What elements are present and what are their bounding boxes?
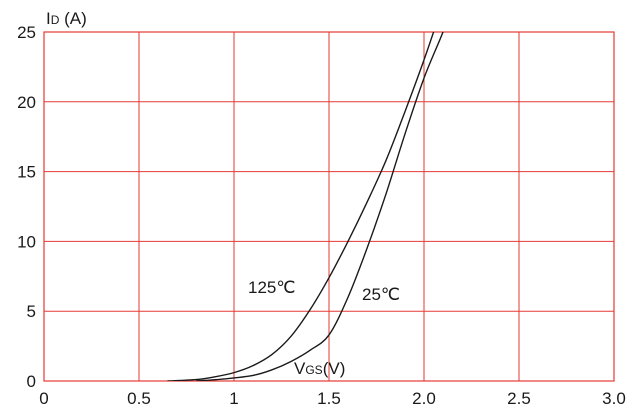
x-tick-label: 0 [39,389,48,408]
curve-label-125c: 125℃ [248,278,295,297]
x-tick-labels: 0 0.5 1 1.5 2.0 2.5 3.0 [39,389,626,408]
y-tick-label: 5 [27,302,36,321]
series-line-125c [167,32,435,381]
y-tick-label: 15 [17,163,36,182]
y-tick-label: 10 [17,232,36,251]
x-tick-label: 2.5 [507,389,531,408]
plot-frame [43,31,615,382]
x-tick-label: 2.0 [412,389,436,408]
x-tick-label: 3.0 [602,389,626,408]
x-axis-label: VGS(V) [294,359,345,378]
y-tick-label: 0 [27,372,36,391]
curve-label-25c: 25℃ [362,285,400,304]
x-tick-label: 1.5 [317,389,341,408]
y-axis-label: ID (A) [46,9,87,28]
curves [167,32,444,381]
y-tick-label: 20 [17,93,36,112]
x-tick-label: 0.5 [127,389,151,408]
x-tick-label: 1 [229,389,238,408]
y-tick-label: 25 [17,23,36,42]
series-line-25c [195,32,444,381]
grid [43,31,615,382]
y-tick-labels: 0 5 10 15 20 25 [17,23,36,391]
